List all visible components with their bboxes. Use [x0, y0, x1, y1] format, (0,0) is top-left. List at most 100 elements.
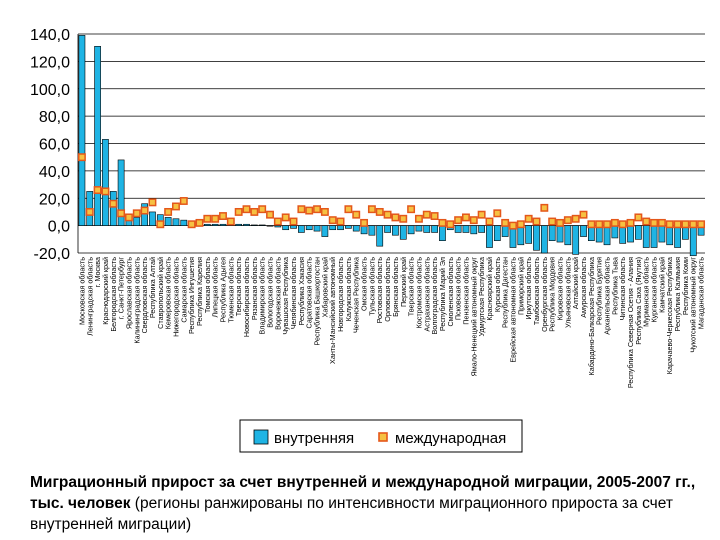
- bar-internal: [368, 225, 376, 236]
- x-category-label: Рязанская область: [250, 257, 259, 320]
- bar-internal: [345, 225, 352, 229]
- marker-international: [375, 207, 384, 216]
- x-category-label: Тульская область: [367, 257, 376, 316]
- x-category-label: Читинская область: [618, 257, 627, 321]
- marker-international: [626, 218, 635, 227]
- x-category-label: Тюменская область: [226, 257, 235, 323]
- x-category-label: Тверская область: [407, 257, 416, 316]
- bar-internal: [540, 225, 548, 254]
- marker-international: [391, 213, 400, 222]
- bar-internal: [399, 225, 407, 240]
- x-category-label: Республика Карелия: [195, 257, 204, 326]
- bar-internal: [117, 159, 125, 226]
- bar-internal: [517, 225, 525, 246]
- series-international: [77, 153, 706, 230]
- marker-international: [673, 220, 682, 229]
- x-category-label: Мурманская область: [642, 257, 651, 327]
- bar-internal: [493, 225, 501, 241]
- x-category-label: Республика Бурятия: [595, 257, 604, 325]
- bar-internal: [674, 225, 681, 248]
- marker-international: [446, 220, 455, 229]
- marker-international: [634, 213, 643, 222]
- x-category-label: Псковская область: [454, 257, 463, 320]
- x-category-label: Ставропольский край: [156, 257, 165, 329]
- bar-internal: [329, 225, 337, 231]
- x-category-label: Ямало-Ненецкий автономный округ: [469, 257, 478, 377]
- bar-internal: [243, 223, 250, 226]
- marker-international: [689, 220, 698, 229]
- x-category-label: Ленинградская область: [85, 257, 94, 336]
- bar-internal: [258, 224, 266, 226]
- x-category-label: Калужская область: [344, 257, 353, 322]
- marker-international: [556, 218, 564, 227]
- bar-internal: [407, 225, 415, 235]
- marker-international: [156, 220, 165, 229]
- caption-title: Миграционный прирост за счет внутренней …: [30, 474, 696, 512]
- x-category-label: г. Санкт-Петербург: [117, 257, 126, 319]
- marker-international: [501, 218, 510, 227]
- y-tick-label: 0,0: [48, 219, 70, 236]
- x-category-label: Белгородская область: [109, 257, 118, 332]
- marker-international: [383, 210, 392, 219]
- legend-international-label: международная: [395, 430, 506, 447]
- marker-international: [414, 214, 423, 223]
- x-category-label: Новгородская область: [336, 257, 345, 332]
- marker-international: [610, 218, 619, 227]
- marker-international: [124, 213, 133, 222]
- x-category-label: Калининградская область: [132, 257, 141, 344]
- x-category-label: Красноярский край: [485, 257, 494, 321]
- x-category-label: Чукотский автономный округ: [689, 257, 698, 353]
- x-category-label: Республика Калмыкия: [673, 257, 682, 332]
- bar-internal: [423, 225, 431, 233]
- x-category-label: Республика Северная Осетия - Алания: [626, 257, 635, 388]
- bar-internal: [149, 211, 156, 226]
- x-category-label: Московская область: [77, 257, 86, 325]
- bar-internal: [250, 224, 258, 226]
- marker-international: [164, 207, 173, 216]
- marker-international: [172, 202, 180, 211]
- bar-internal: [274, 225, 282, 228]
- x-category-label: Республика Саха (Якутия): [634, 257, 643, 345]
- marker-international: [399, 214, 408, 223]
- x-category-label: Курская область: [493, 257, 502, 312]
- bar-internal: [533, 225, 540, 251]
- x-category-label: Тамбовская область: [532, 257, 541, 325]
- x-category-label: Республика Ингушетия: [187, 257, 196, 334]
- bar-internal: [525, 225, 533, 244]
- x-category-label: Краснодарский край: [101, 257, 110, 325]
- marker-international: [297, 205, 306, 214]
- x-category-label: Смоленская область: [446, 257, 455, 327]
- legend-internal-label: внутренняя: [274, 430, 354, 447]
- bar-internal: [94, 46, 101, 226]
- marker-international: [697, 220, 706, 229]
- marker-international: [266, 210, 274, 219]
- marker-international: [477, 210, 486, 219]
- x-category-label: Ростовская область: [375, 257, 384, 324]
- marker-international: [422, 210, 431, 219]
- bar-internal: [298, 225, 305, 233]
- figure-caption: Миграционный прирост за счет внутренней …: [30, 472, 710, 535]
- bar-internal: [564, 225, 572, 246]
- x-category-label: Кемеровская область: [164, 257, 173, 330]
- marker-international: [352, 210, 361, 219]
- marker-international: [219, 212, 227, 220]
- marker-international: [579, 210, 588, 219]
- bar-internal: [486, 225, 493, 248]
- x-category-label: Республика Тыва: [610, 257, 619, 315]
- marker-international: [665, 220, 674, 229]
- x-category-label: Новосибирская область: [242, 257, 251, 337]
- marker-international: [242, 205, 251, 214]
- marker-international: [367, 205, 376, 214]
- y-tick-label: 120,0: [30, 54, 70, 71]
- bar-internal: [313, 225, 321, 232]
- x-category-label: г. Москва: [93, 257, 102, 287]
- marker-international: [195, 218, 204, 227]
- marker-international: [587, 220, 596, 229]
- marker-international: [273, 217, 282, 226]
- bar-internal: [219, 223, 227, 226]
- marker-international: [187, 220, 196, 229]
- bar-internal: [384, 225, 391, 233]
- marker-international: [179, 197, 188, 205]
- x-category-label: Нижегородская область: [171, 257, 180, 337]
- x-category-label: Ханты-Мансийский автономный: [328, 257, 337, 364]
